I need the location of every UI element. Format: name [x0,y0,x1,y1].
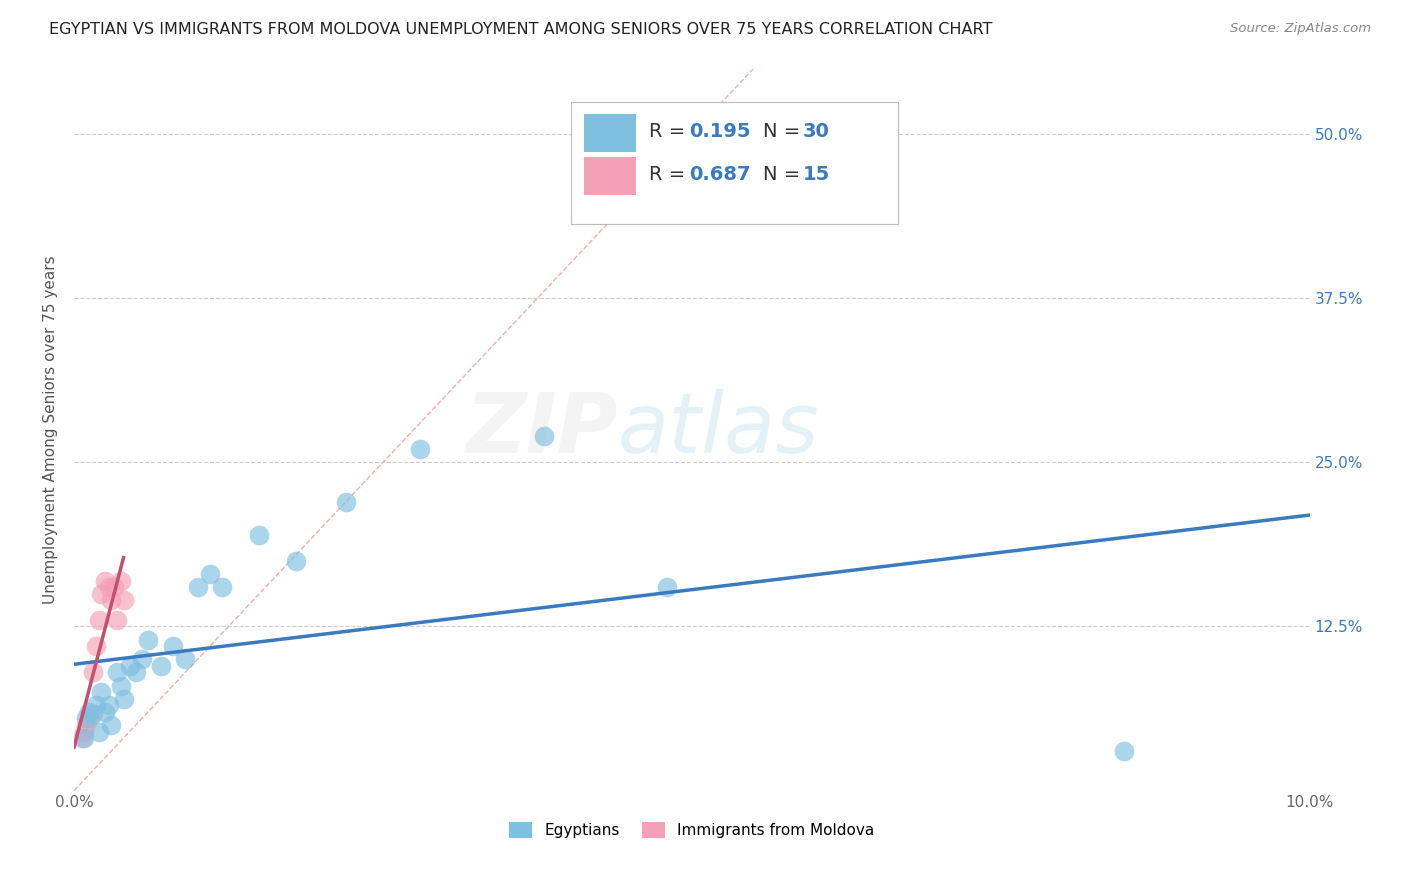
Point [125,665,148,680]
Point [112,691,135,706]
Point [87,613,110,627]
Point [285,554,308,568]
Point [118,658,141,673]
Point [86,698,108,713]
Text: N =: N = [763,165,807,184]
Point [77,705,100,719]
Point [655,580,678,594]
Point [97,698,120,713]
Point [87,724,110,739]
Point [211,580,233,594]
Point [105,665,128,680]
Point [335,495,357,509]
Point [77,711,100,725]
Text: ZIP: ZIP [465,389,617,470]
Point [94,705,117,719]
FancyBboxPatch shape [571,103,898,224]
Point [533,429,555,443]
Point [187,580,209,594]
Point [100,718,122,732]
Point [75,718,97,732]
Point [409,442,432,457]
Point [82,665,104,680]
Point [70,731,93,745]
Point [73,731,96,745]
Point [103,580,125,594]
Legend: Egyptians, Immigrants from Moldova: Egyptians, Immigrants from Moldova [503,816,880,845]
Point [100,593,122,607]
Point [112,593,135,607]
Point [90,587,112,601]
Point [198,566,221,581]
Point [110,574,132,588]
Text: N =: N = [763,122,807,141]
Point [75,711,97,725]
Text: 0.195: 0.195 [689,122,751,141]
Text: atlas: atlas [617,389,820,470]
Point [131,652,153,666]
Point [136,632,159,647]
FancyBboxPatch shape [585,114,636,152]
Point [94,574,117,588]
Text: 30: 30 [803,122,830,141]
Point [149,658,172,673]
Point [82,707,104,722]
Point [1114,744,1136,758]
Text: EGYPTIAN VS IMMIGRANTS FROM MOLDOVA UNEMPLOYMENT AMONG SENIORS OVER 75 YEARS COR: EGYPTIAN VS IMMIGRANTS FROM MOLDOVA UNEM… [49,22,993,37]
Point [105,613,128,627]
Point [86,639,108,653]
FancyBboxPatch shape [585,157,636,194]
Text: 0.687: 0.687 [689,165,751,184]
Text: R =: R = [648,165,692,184]
Point [97,580,120,594]
Text: 15: 15 [803,165,831,184]
Text: R =: R = [648,122,692,141]
Point [90,685,112,699]
Y-axis label: Unemployment Among Seniors over 75 years: Unemployment Among Seniors over 75 years [44,255,58,604]
Point [247,527,270,541]
Point [110,679,132,693]
Point [73,724,96,739]
Text: Source: ZipAtlas.com: Source: ZipAtlas.com [1230,22,1371,36]
Point [174,652,197,666]
Point [162,639,184,653]
